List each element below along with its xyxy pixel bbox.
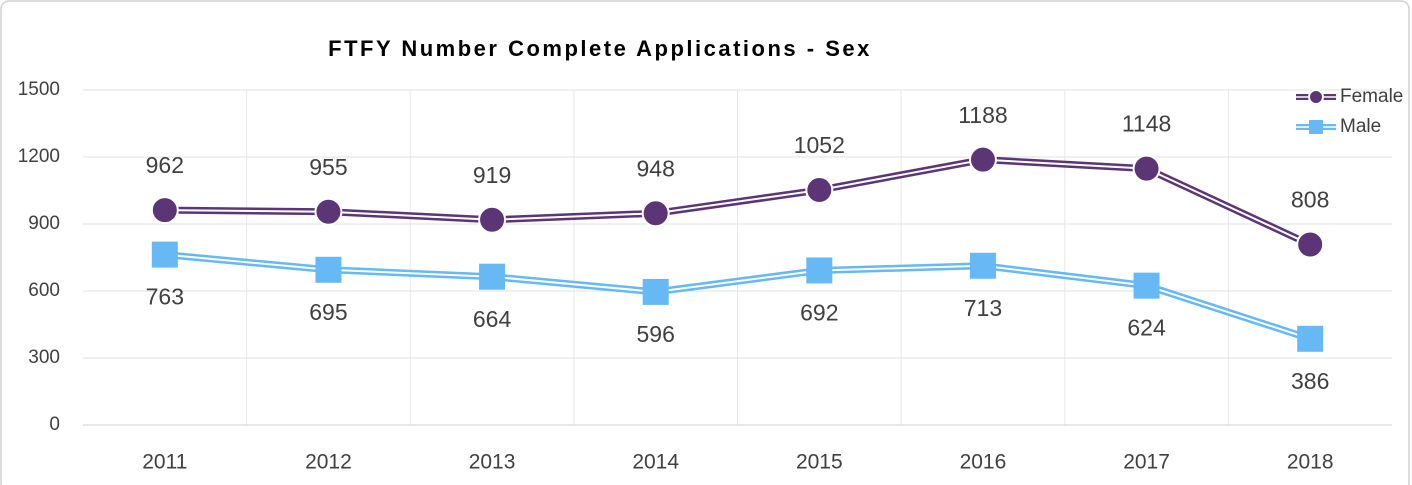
y-tick-label: 0 (49, 414, 60, 435)
legend-label: Male (1340, 116, 1381, 137)
data-label: 955 (309, 154, 347, 180)
data-point (479, 263, 506, 290)
data-point (1297, 325, 1324, 352)
data-point (150, 196, 179, 225)
series-line-inner (164, 253, 1311, 340)
data-point (641, 199, 670, 228)
data-label: 1188 (958, 102, 1007, 128)
y-tick-label: 600 (28, 280, 60, 301)
x-tick-label: 2017 (1123, 451, 1170, 474)
data-label: 695 (309, 299, 347, 325)
data-label: 664 (473, 306, 512, 332)
x-tick-label: 2015 (796, 451, 843, 474)
data-label: 1052 (794, 132, 845, 158)
data-label: 948 (637, 155, 675, 181)
data-point (969, 252, 996, 279)
x-tick-label: 2013 (469, 451, 516, 474)
data-label: 692 (800, 300, 838, 326)
y-tick-label: 300 (28, 347, 60, 368)
data-point (806, 257, 833, 284)
legend-marker (1309, 120, 1323, 134)
data-point (805, 176, 834, 205)
data-label: 962 (146, 152, 184, 178)
data-point (1296, 230, 1325, 259)
legend-marker (1308, 89, 1324, 105)
legend-label: Female (1340, 86, 1403, 107)
data-point (1132, 154, 1161, 183)
x-tick-label: 2014 (632, 451, 679, 474)
data-point (478, 205, 507, 234)
data-point (314, 197, 343, 226)
data-label: 386 (1291, 368, 1329, 394)
data-point (968, 145, 997, 174)
data-label: 624 (1127, 315, 1166, 341)
data-point (151, 241, 178, 268)
x-tick-label: 2016 (960, 451, 1007, 474)
data-point (642, 278, 669, 305)
data-label: 596 (637, 321, 675, 347)
y-tick-label: 1500 (18, 79, 60, 100)
data-point (315, 256, 342, 283)
x-tick-label: 2011 (142, 451, 187, 474)
data-point (1133, 272, 1160, 299)
data-label: 713 (964, 295, 1002, 321)
chart-title: FTFY Number Complete Applications - Sex (328, 36, 872, 61)
data-label: 1148 (1122, 111, 1171, 137)
x-tick-label: 2018 (1287, 451, 1334, 474)
data-label: 919 (473, 162, 511, 188)
data-label: 808 (1291, 187, 1329, 213)
y-tick-label: 1200 (18, 146, 60, 167)
series-line-inner (164, 158, 1311, 246)
x-tick-label: 2012 (305, 451, 352, 474)
y-tick-label: 900 (28, 213, 60, 234)
data-label: 763 (146, 284, 184, 310)
